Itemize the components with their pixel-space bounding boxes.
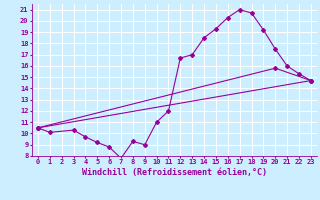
X-axis label: Windchill (Refroidissement éolien,°C): Windchill (Refroidissement éolien,°C) (82, 168, 267, 177)
